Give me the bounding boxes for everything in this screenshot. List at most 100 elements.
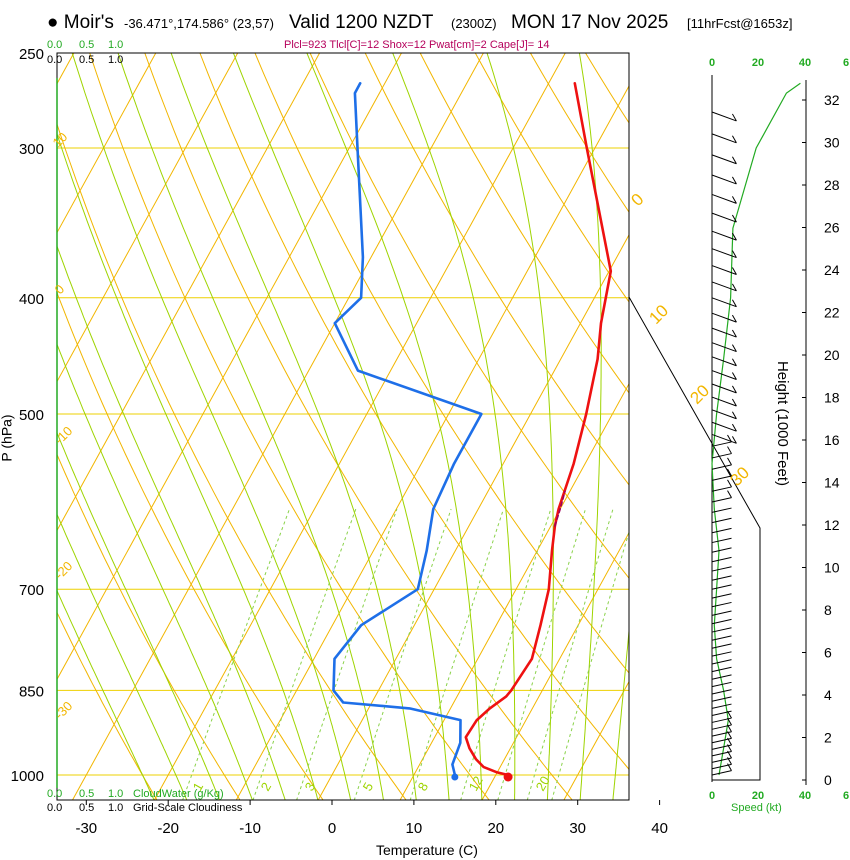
wind-barb-flag-520 xyxy=(731,436,737,444)
wind-barb-280 xyxy=(711,111,737,122)
moist-adiabat-24 xyxy=(392,53,516,800)
dry-adiabat-320 xyxy=(254,53,629,674)
mixing-ratio-label-3: 5 xyxy=(360,780,377,794)
isotherm--60 xyxy=(57,53,239,383)
dry-adiabat-300 xyxy=(144,53,573,800)
p-label-1000: 1000 xyxy=(11,768,44,785)
valid-utc: (2300Z) xyxy=(451,16,497,31)
isotherm-label-2: 20 xyxy=(686,381,713,408)
dewpoint-line xyxy=(332,82,483,777)
isotherm--70 xyxy=(57,53,157,234)
height-label-20: 20 xyxy=(824,347,840,363)
dry-adiabat-360 xyxy=(474,53,629,303)
mixing-ratio-label-1: 2 xyxy=(258,780,275,794)
speed-tick-1-3: 6 xyxy=(843,790,849,802)
wind-barb-448 xyxy=(711,356,737,367)
speed-tick-1-0: 0 xyxy=(709,790,715,802)
wind-barb-940 xyxy=(711,737,732,744)
dry-adiabat-370 xyxy=(529,53,629,213)
wind-barb-640 xyxy=(711,537,732,544)
cw-tick-2: 1.0 xyxy=(108,788,124,800)
wind-barb-868 xyxy=(711,696,732,702)
wind-barb-flag-412 xyxy=(731,314,737,323)
x-tick-label--20: -20 xyxy=(157,820,179,837)
top-tick-green-0: 0.0 xyxy=(47,39,63,51)
p-label-300: 300 xyxy=(19,141,44,158)
wind-barb-976 xyxy=(711,757,732,763)
wind-barb-472 xyxy=(711,383,737,394)
mixing-ratio-label-6: 20 xyxy=(533,773,553,793)
isotherm-0 xyxy=(317,233,629,800)
wind-barb-892 xyxy=(711,710,732,716)
isotherm-20 xyxy=(481,531,629,800)
isotherm--40 xyxy=(57,53,403,681)
y-axis-title: P (hPa) xyxy=(0,414,15,462)
wind-barb-flag-436 xyxy=(731,344,737,352)
height-label-4: 4 xyxy=(824,687,832,703)
wind-barb-436 xyxy=(711,342,737,353)
moist-adiabat-36 xyxy=(612,626,629,800)
height-label-28: 28 xyxy=(824,177,840,193)
height-label-22: 22 xyxy=(824,305,840,321)
x-tick-label--30: -30 xyxy=(75,820,97,837)
moist-adiabat-8 xyxy=(117,53,384,800)
wind-speed-profile xyxy=(711,82,801,776)
wind-barb-flag-448 xyxy=(731,358,737,366)
moist-adiabat-0 xyxy=(57,132,319,800)
cw-tick-1: 0.5 xyxy=(79,788,95,800)
dry-adiabat-270 xyxy=(57,291,324,800)
dry-adiabat-250 xyxy=(57,611,158,800)
dry-adiabat-400 xyxy=(623,0,850,800)
wind-barb-916 xyxy=(711,724,732,730)
wind-barb-376 xyxy=(711,265,737,275)
isotherm--10 xyxy=(235,85,629,800)
top-tick-green-2: 1.0 xyxy=(108,39,124,51)
wind-barb-592 xyxy=(711,497,732,503)
x-tick-label-20: 20 xyxy=(487,820,504,837)
wind-barb-664 xyxy=(711,556,732,563)
dry-adiabat-260 xyxy=(57,453,241,800)
isotherm-40 xyxy=(646,0,850,800)
surface-temperature-dot xyxy=(503,772,513,782)
wind-barb-904 xyxy=(711,717,732,723)
x-tick-label-40: 40 xyxy=(651,820,668,837)
wind-barb-340 xyxy=(711,212,737,223)
temperature-line xyxy=(464,82,613,777)
moist-adiabat-28 xyxy=(486,53,554,800)
mixing-ratio-5 xyxy=(353,508,452,800)
wind-barb-flag-280 xyxy=(731,113,737,122)
valid-date: MON 17 Nov 2025 xyxy=(511,12,669,33)
wind-barb-520 xyxy=(711,433,737,444)
wind-barb-808 xyxy=(711,659,732,665)
wind-barb-628 xyxy=(711,527,732,534)
wind-barb-568 xyxy=(711,475,732,481)
height-label-8: 8 xyxy=(824,602,832,618)
mixing-ratio-label-4: 8 xyxy=(415,780,432,794)
p-label-850: 850 xyxy=(19,683,44,700)
mixing-ratio-20 xyxy=(526,508,614,800)
wind-barb-604 xyxy=(711,507,732,513)
wind-barb-1000 xyxy=(711,770,732,776)
wind-barb-544 xyxy=(711,453,732,459)
speed-tick-0-0: 0 xyxy=(709,57,715,69)
moist-adiabat--20 xyxy=(57,589,155,800)
mixing-ratio-16 xyxy=(497,508,586,800)
isotherm--30 xyxy=(71,53,484,800)
speed-tick-0-1: 20 xyxy=(752,57,764,69)
gsc-tick-2: 1.0 xyxy=(108,802,124,814)
wind-barb-flag-460 xyxy=(731,372,737,380)
moist-adiabat-12 xyxy=(170,53,417,800)
mixing-ratio-label-2: 3 xyxy=(302,780,319,794)
wind-barb-flag-292 xyxy=(731,135,737,144)
wind-barb-352 xyxy=(711,230,737,241)
brand-title: ● Moir's xyxy=(47,12,114,33)
isotherm-label-5: 0 xyxy=(52,281,68,297)
forecast-label: [11hrFcst@1653z] xyxy=(687,16,793,31)
wind-barb-952 xyxy=(711,744,732,750)
indices-label: Plcl=923 Tlcl[C]=12 Shox=12 Pwat[cm]=2 C… xyxy=(284,39,550,51)
wind-barb-flag-316 xyxy=(731,176,737,185)
height-label-12: 12 xyxy=(824,517,840,533)
wind-barb-988 xyxy=(711,763,732,770)
wind-barb-364 xyxy=(711,248,737,259)
height-label-26: 26 xyxy=(824,220,840,236)
